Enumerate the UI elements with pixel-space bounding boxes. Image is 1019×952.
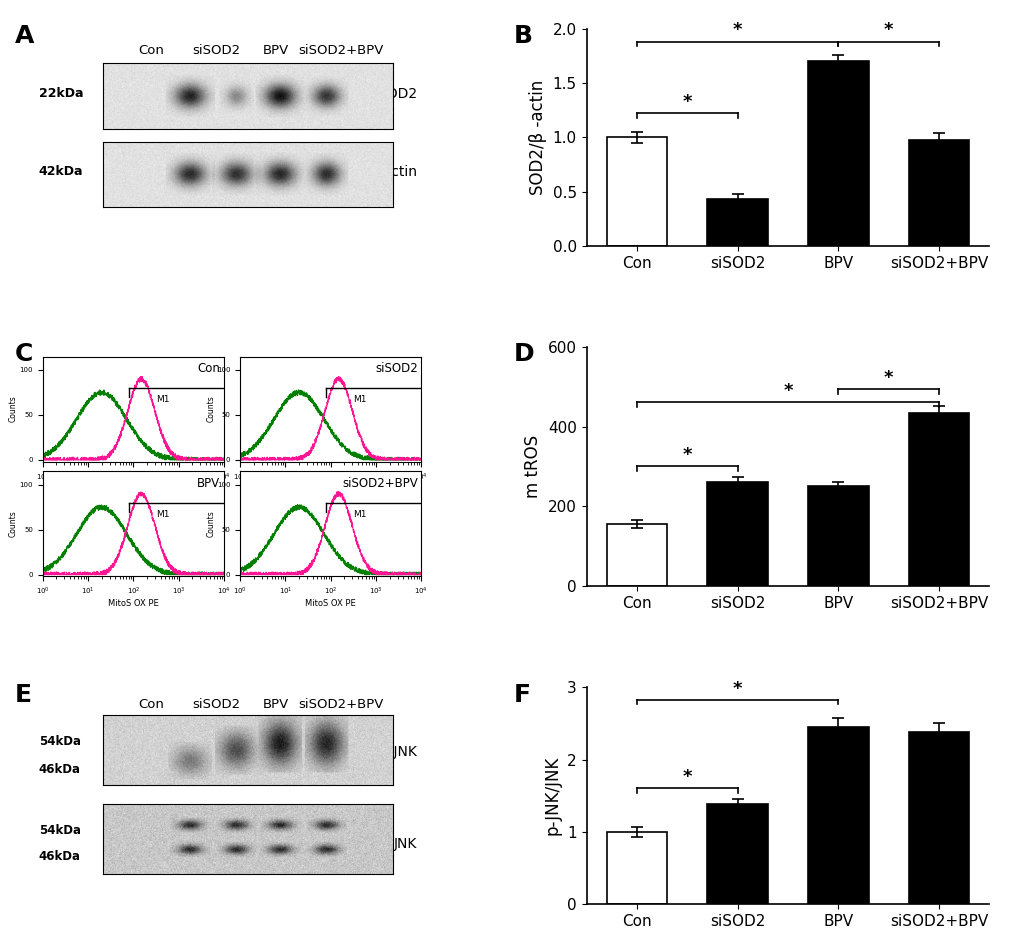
- Bar: [908, 732, 968, 904]
- Text: BPV: BPV: [263, 44, 289, 57]
- Text: D: D: [514, 342, 534, 367]
- Text: 46kDa: 46kDa: [39, 764, 81, 776]
- Text: 22kDa: 22kDa: [39, 88, 84, 100]
- Text: *: *: [732, 680, 742, 698]
- Text: Con: Con: [139, 698, 164, 711]
- Bar: [908, 141, 968, 246]
- Text: *: *: [883, 368, 893, 387]
- Bar: [606, 832, 666, 904]
- Text: *: *: [883, 22, 893, 39]
- Bar: [707, 199, 767, 246]
- Text: E: E: [14, 683, 32, 706]
- Text: 42kDa: 42kDa: [39, 166, 84, 178]
- Text: *: *: [783, 382, 792, 400]
- Bar: [807, 486, 868, 586]
- Text: p-JNK: p-JNK: [379, 745, 417, 760]
- Bar: [606, 525, 666, 586]
- Text: B: B: [514, 24, 533, 49]
- Text: Con: Con: [139, 44, 164, 57]
- Text: siSOD2+BPV: siSOD2+BPV: [298, 44, 383, 57]
- Y-axis label: p-JNK/JNK: p-JNK/JNK: [543, 756, 561, 836]
- Text: F: F: [514, 683, 531, 706]
- Text: β-actin: β-actin: [369, 165, 417, 179]
- Text: SOD2: SOD2: [378, 87, 417, 101]
- Text: siSOD2: siSOD2: [192, 44, 239, 57]
- Bar: [606, 137, 666, 246]
- Text: 54kDa: 54kDa: [39, 824, 81, 837]
- Text: A: A: [14, 24, 34, 49]
- Y-axis label: m tROS: m tROS: [524, 435, 542, 498]
- Text: BPV: BPV: [263, 698, 289, 711]
- Y-axis label: SOD2/β -actin: SOD2/β -actin: [529, 80, 546, 195]
- Text: siSOD2: siSOD2: [192, 698, 239, 711]
- Text: *: *: [682, 768, 691, 786]
- Bar: [807, 727, 868, 904]
- Bar: [908, 412, 968, 586]
- Text: C: C: [14, 342, 33, 367]
- Bar: [707, 482, 767, 586]
- Bar: [707, 804, 767, 904]
- Text: JNK: JNK: [393, 837, 417, 850]
- Text: 54kDa: 54kDa: [39, 735, 81, 748]
- Text: *: *: [682, 93, 691, 111]
- Text: *: *: [682, 446, 691, 464]
- Text: 46kDa: 46kDa: [39, 850, 81, 863]
- Bar: [807, 61, 868, 246]
- Text: siSOD2+BPV: siSOD2+BPV: [298, 698, 383, 711]
- Text: *: *: [732, 22, 742, 39]
